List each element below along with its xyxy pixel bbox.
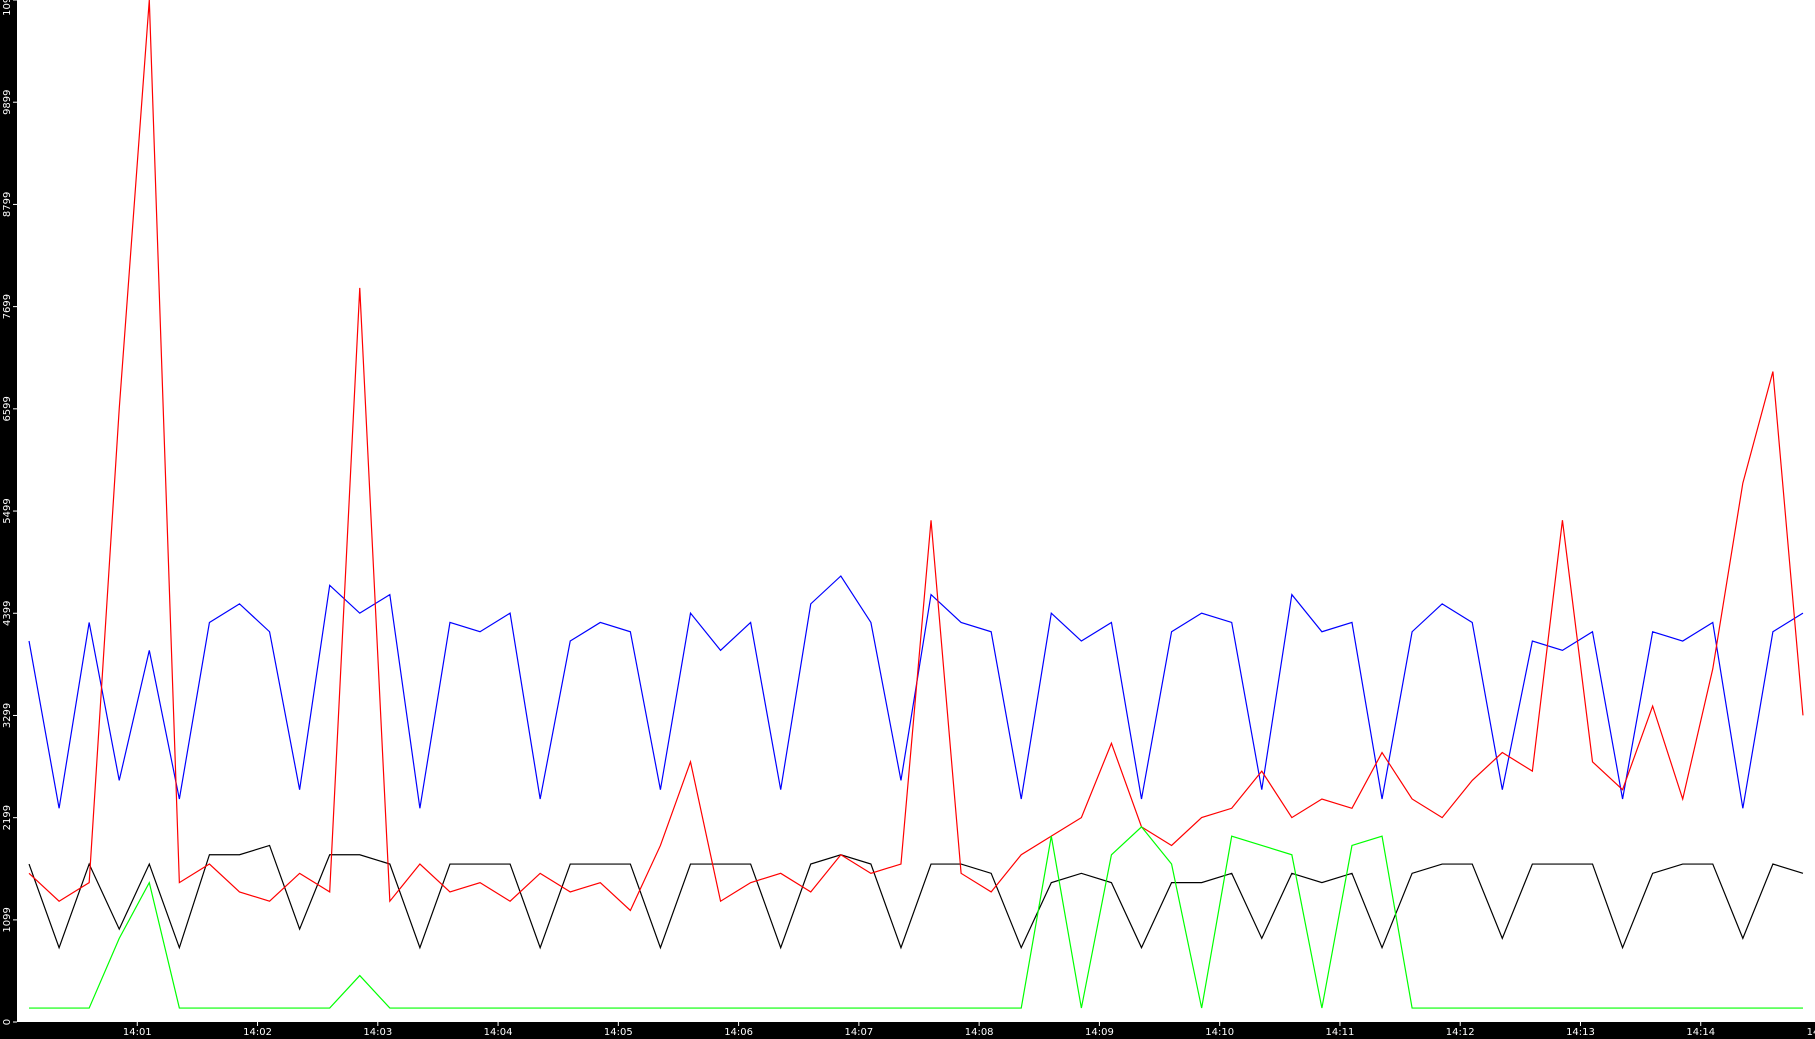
- y-tick-label: 0: [2, 1019, 13, 1025]
- x-tick-label: 14:05: [604, 1027, 633, 1038]
- x-tick-label: 14:01: [123, 1027, 152, 1038]
- x-tick-label: 14:10: [1205, 1027, 1234, 1038]
- y-tick-label: 5499: [2, 498, 13, 523]
- y-tick-label: 2199: [2, 805, 13, 830]
- x-tick-label: 14:04: [484, 1027, 513, 1038]
- x-tick-label: 14:09: [1085, 1027, 1114, 1038]
- x-tick-label: 14:08: [965, 1027, 994, 1038]
- series-line: [28, 0, 1804, 912]
- y-tick-label: 8799: [2, 192, 13, 217]
- x-tick-label: 14:11: [1326, 1027, 1355, 1038]
- x-tick-label: 14:12: [1446, 1027, 1475, 1038]
- y-tick-label: 7699: [2, 294, 13, 319]
- x-tick-label: 14:07: [844, 1027, 873, 1038]
- y-tick-label: 4399: [2, 601, 13, 626]
- x-tick-label: 14:06: [724, 1027, 753, 1038]
- y-axis-bar: [0, 0, 17, 1039]
- x-tick-label: 14:03: [363, 1027, 392, 1038]
- series-line: [29, 825, 1803, 1009]
- y-tick-label: 10999: [2, 0, 13, 16]
- y-tick-label: 1099: [2, 907, 13, 932]
- x-axis-bar: [0, 1022, 1815, 1039]
- x-tick-label: 14:13: [1566, 1027, 1595, 1038]
- y-tick-label: 3299: [2, 703, 13, 728]
- y-tick-label: 9899: [2, 89, 13, 114]
- x-tick-label: 14:02: [243, 1027, 272, 1038]
- series-line: [28, 844, 1804, 950]
- x-tick-label: 14:14: [1686, 1027, 1715, 1038]
- y-tick-label: 6599: [2, 396, 13, 421]
- x-tick-label: 14:15: [1807, 1027, 1815, 1038]
